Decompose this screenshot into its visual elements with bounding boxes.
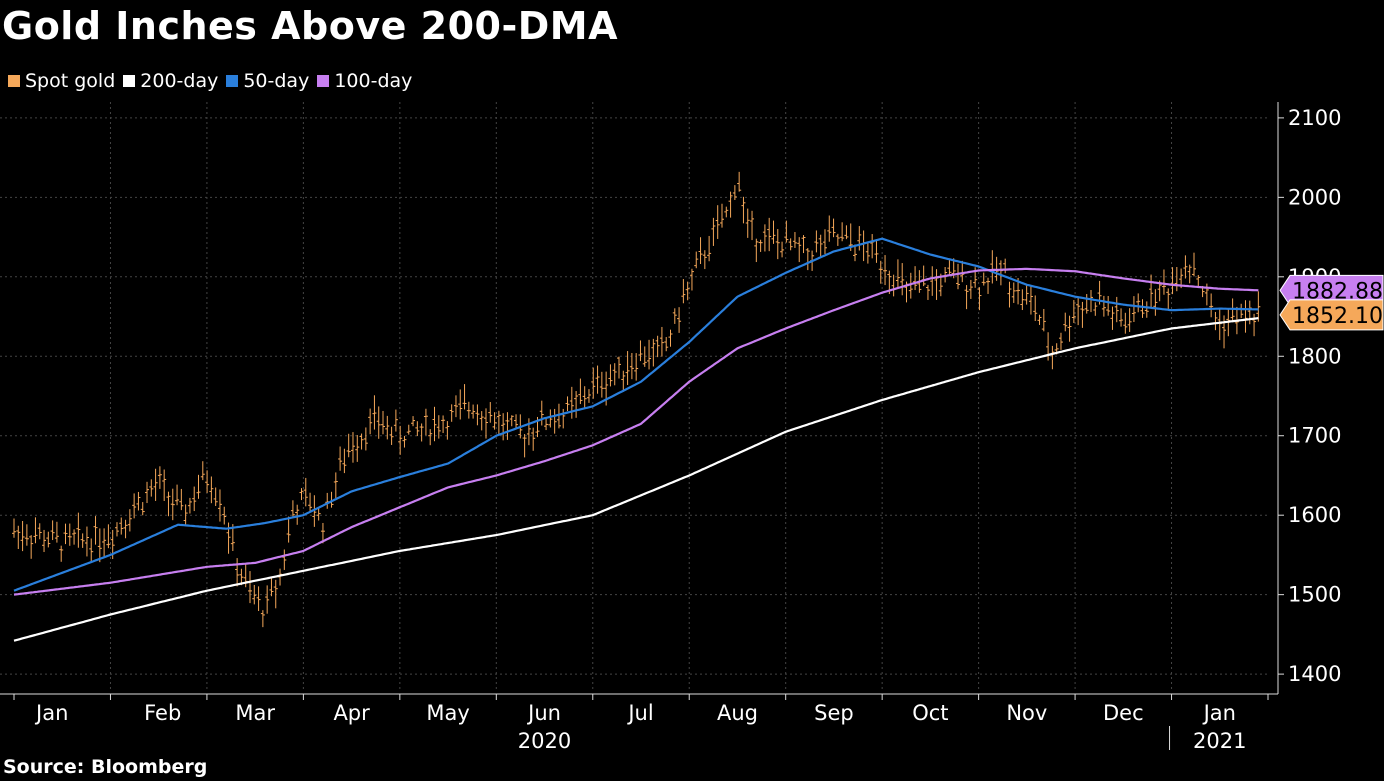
legend-label-50-day: 50-day	[243, 70, 310, 92]
legend-item-50-day: 50-day	[226, 70, 309, 92]
x-tick-label: Jun	[526, 701, 561, 725]
legend: Spot gold 200-day 50-day 100-day	[8, 70, 412, 92]
x-tick-label: Aug	[717, 701, 758, 725]
legend-swatch-spot-gold	[8, 75, 20, 87]
y-tick-label: 1500	[1288, 583, 1341, 607]
x-tick-label: Sep	[814, 701, 854, 725]
legend-item-100-day: 100-day	[317, 70, 412, 92]
series-line-100-day	[13, 267, 1259, 596]
legend-item-spot-gold: Spot gold	[8, 70, 115, 92]
legend-swatch-100-day	[317, 75, 330, 87]
y-tick-label: 1800	[1288, 344, 1341, 368]
chart-title: Gold Inches Above 200-DMA	[2, 4, 618, 48]
end-label-spot-gold-text: 1852.10	[1292, 304, 1383, 329]
legend-swatch-200-day	[123, 75, 136, 87]
legend-label-200-day: 200-day	[140, 70, 219, 92]
series-line-200-day	[13, 317, 1259, 642]
end-label-spot-gold-box	[1279, 299, 1384, 331]
legend-item-200-day: 200-day	[123, 70, 218, 92]
x-tick-label: Apr	[333, 701, 370, 725]
x-tick-label: Dec	[1103, 701, 1144, 725]
legend-label-100-day: 100-day	[334, 70, 413, 92]
x-tick-label: May	[426, 701, 469, 725]
x-tick-label: Nov	[1006, 701, 1047, 725]
x-tick-label: Jul	[626, 701, 653, 725]
x-tick-label: Jan	[34, 701, 68, 725]
y-tick-label: 1400	[1288, 662, 1341, 686]
x-tick-label: Mar	[235, 701, 275, 725]
y-axis: 14001500160017001800190020002100	[1277, 102, 1341, 694]
x-axis: Jan Feb Mar Apr May Jun Jul Aug Sep Oct Nov Dec Jan 2…	[0, 693, 1278, 753]
source-note: Source: Bloomberg	[3, 756, 208, 778]
y-tick-label: 1600	[1288, 503, 1341, 527]
end-label-spot-gold: 1852.10	[1279, 299, 1384, 331]
y-tick-label: 1700	[1288, 424, 1341, 448]
series-line-50-day	[13, 237, 1259, 592]
gridlines	[0, 102, 1268, 690]
year-label: 2021	[1193, 729, 1246, 753]
x-tick-label: Oct	[912, 701, 948, 725]
legend-label-spot-gold: Spot gold	[25, 70, 116, 92]
legend-swatch-50-day	[226, 75, 239, 87]
y-tick-label: 2000	[1288, 185, 1341, 209]
year-label: 2020	[518, 729, 571, 753]
y-tick-label: 2100	[1288, 106, 1341, 130]
moving-average-lines	[13, 237, 1259, 642]
spot-gold-bars	[12, 171, 1261, 628]
x-tick-label: Feb	[144, 701, 181, 725]
x-tick-label: Jan	[1202, 701, 1236, 725]
